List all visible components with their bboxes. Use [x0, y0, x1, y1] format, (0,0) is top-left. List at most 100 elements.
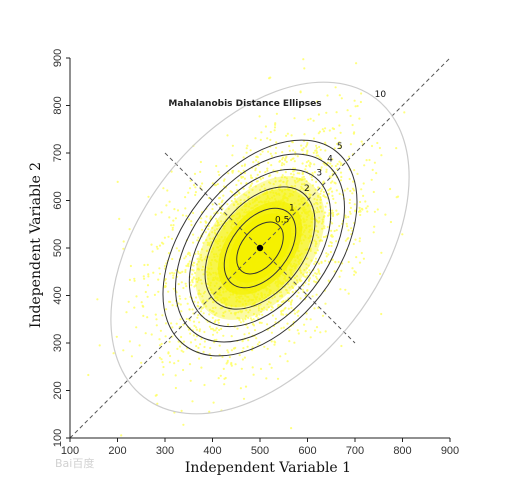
- data-point: [184, 297, 187, 300]
- data-point: [233, 312, 236, 315]
- data-point: [305, 271, 308, 274]
- data-point: [344, 214, 347, 217]
- data-point: [238, 354, 241, 357]
- data-point: [177, 302, 180, 305]
- data-point: [280, 164, 283, 167]
- data-point: [138, 344, 141, 347]
- data-point: [184, 282, 187, 285]
- data-point: [360, 92, 363, 95]
- data-point: [157, 290, 160, 293]
- data-point: [347, 292, 350, 295]
- y-tick-label: 800: [52, 96, 64, 114]
- data-point: [231, 154, 234, 157]
- data-point: [335, 189, 338, 192]
- data-point: [322, 235, 325, 239]
- data-point: [291, 290, 294, 294]
- data-point: [314, 281, 317, 284]
- data-point: [172, 274, 175, 277]
- data-point: [305, 152, 308, 155]
- data-point: [321, 227, 324, 230]
- data-point: [257, 161, 260, 164]
- data-point: [179, 303, 182, 306]
- data-point: [296, 295, 299, 298]
- data-point: [293, 169, 296, 172]
- x-axis-title: Independent Variable 1: [185, 460, 351, 476]
- data-point: [296, 329, 299, 332]
- data-point: [269, 152, 272, 155]
- data-point: [349, 114, 352, 118]
- data-point: [241, 358, 244, 361]
- data-point: [205, 249, 208, 252]
- data-point: [239, 321, 242, 324]
- data-point: [172, 224, 175, 227]
- data-point: [338, 160, 341, 163]
- data-point: [162, 242, 165, 245]
- data-point: [255, 180, 258, 183]
- data-point: [202, 350, 205, 353]
- data-point: [243, 193, 246, 196]
- data-point: [222, 367, 225, 370]
- data-point: [164, 278, 167, 281]
- data-point: [313, 239, 316, 242]
- data-point: [274, 122, 277, 125]
- data-point: [298, 172, 301, 175]
- data-point: [317, 268, 320, 271]
- data-point: [188, 187, 192, 190]
- chart-title: Mahalanobis Distance Ellipses: [168, 99, 321, 109]
- data-point: [197, 314, 200, 317]
- data-point: [226, 203, 229, 206]
- data-point: [174, 374, 177, 377]
- data-point: [246, 345, 249, 348]
- data-point: [211, 301, 215, 304]
- data-point: [281, 174, 284, 177]
- data-point: [201, 300, 204, 303]
- data-point: [187, 191, 190, 194]
- data-point: [321, 128, 324, 131]
- data-point: [269, 130, 272, 134]
- data-point: [203, 383, 206, 387]
- data-point: [322, 130, 326, 133]
- data-point: [122, 247, 125, 250]
- data-point: [135, 295, 138, 298]
- data-point: [193, 271, 197, 275]
- data-point: [161, 314, 164, 317]
- data-point: [242, 156, 245, 159]
- data-point: [235, 200, 238, 204]
- data-point: [353, 131, 356, 134]
- data-point: [322, 190, 325, 194]
- data-point: [241, 310, 244, 313]
- data-point: [292, 157, 295, 160]
- data-point: [284, 157, 287, 160]
- data-point: [211, 327, 214, 330]
- data-point: [245, 194, 248, 197]
- data-point: [157, 278, 160, 281]
- data-point: [252, 323, 255, 326]
- data-point: [273, 126, 277, 129]
- data-point: [217, 377, 220, 380]
- data-point: [140, 301, 143, 304]
- data-point: [301, 176, 304, 179]
- data-point: [333, 147, 336, 150]
- data-point: [351, 187, 355, 190]
- data-point: [199, 343, 202, 346]
- data-point: [314, 149, 317, 152]
- data-point: [334, 86, 337, 89]
- data-point: [211, 316, 214, 319]
- data-point: [259, 178, 262, 181]
- data-point: [314, 240, 318, 243]
- data-point: [270, 155, 273, 158]
- data-point: [235, 183, 238, 187]
- data-point: [115, 335, 118, 338]
- data-point: [362, 257, 365, 260]
- data-point: [242, 320, 245, 323]
- data-point: [338, 224, 341, 228]
- data-point: [320, 222, 324, 225]
- data-point: [328, 129, 331, 132]
- contour-ellipse: [188, 168, 332, 328]
- data-point: [318, 239, 321, 242]
- data-point: [303, 323, 306, 326]
- y-tick-label: 700: [52, 144, 64, 162]
- data-point: [192, 184, 196, 187]
- data-point: [162, 187, 165, 190]
